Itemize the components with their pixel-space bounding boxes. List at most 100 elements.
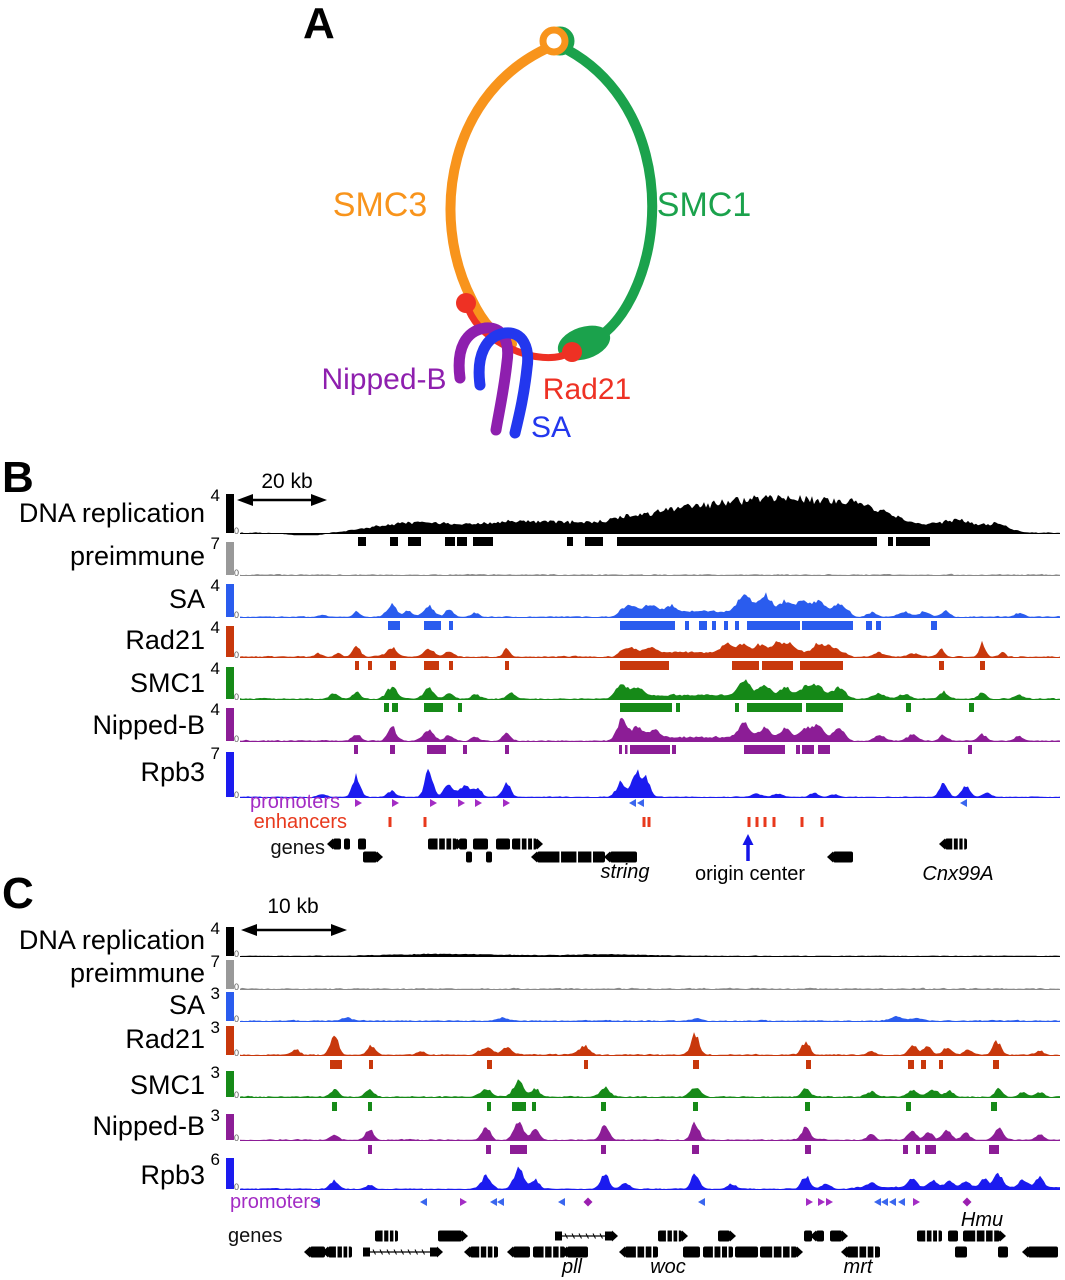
enhancer-tick-icon bbox=[747, 817, 751, 827]
panel-b-track-scale-value-rad21: 4 bbox=[210, 618, 220, 637]
panel-b-scale-arrow-icon bbox=[237, 494, 327, 506]
panel-b-preimmune-signal bbox=[240, 573, 1060, 576]
enhancer-tick-icon bbox=[800, 817, 804, 827]
panel-c-track-zero-nipped-b: 0 bbox=[234, 1133, 240, 1143]
enhancer-tick-icon bbox=[763, 817, 767, 827]
panel-c-track-dna-replication bbox=[226, 927, 1060, 957]
panel-b-track-label-sa: SA bbox=[168, 584, 205, 614]
panel-b-dna-replication-binding-blocks bbox=[358, 537, 930, 546]
promoter-left-arrow-icon bbox=[629, 799, 636, 807]
panel-b-track-label-preimmune: preimmune bbox=[69, 541, 205, 571]
panel-c-dna-replication-signal bbox=[240, 953, 1060, 957]
panel-c-feature-label-pll: pll bbox=[561, 1256, 583, 1278]
panel-b-rpb3-signal bbox=[240, 768, 1060, 798]
cohesin-ring-diagram: SMC3 SMC1 Nipped-B Rad21 SA bbox=[321, 26, 751, 444]
enhancer-tick-icon bbox=[755, 817, 759, 827]
promoter-left-arrow-icon bbox=[874, 1198, 881, 1206]
panel-c-scale-arrow-icon bbox=[241, 924, 347, 936]
panel-b-track-scale-value-preimmune: 7 bbox=[210, 534, 220, 553]
promoter-right-arrow-icon bbox=[503, 799, 510, 807]
panel-c-nipped-b-binding-blocks bbox=[368, 1145, 999, 1154]
panel-c-feature-label-mrt: mrt bbox=[843, 1256, 873, 1278]
promoter-left-arrow-icon bbox=[420, 1198, 427, 1206]
promoter-diamond-icon bbox=[583, 1197, 593, 1207]
panel-b-track-label-nipped-b: Nipped-B bbox=[92, 710, 205, 740]
smc1-arm bbox=[555, 41, 658, 349]
panel-c-scalebar-label: 10 kb bbox=[267, 895, 319, 918]
promoter-right-arrow-icon bbox=[458, 799, 465, 807]
panel-c-dna-replication-scale-bar-icon bbox=[226, 927, 234, 956]
panel-b-track-nipped-b bbox=[226, 708, 1060, 754]
panel-c-track-scale-value-nipped-b: 3 bbox=[210, 1106, 220, 1125]
panel-c-track-scale-value-dna-replication: 4 bbox=[210, 919, 220, 938]
panel-c-track-zero-sa: 0 bbox=[234, 1014, 240, 1024]
promoter-left-arrow-icon bbox=[698, 1198, 705, 1206]
rad21-label: Rad21 bbox=[543, 373, 631, 406]
promoter-right-arrow-icon bbox=[460, 1198, 467, 1206]
panel-b-track-zero-nipped-b: 0 bbox=[234, 734, 240, 744]
promoter-right-arrow-icon bbox=[826, 1198, 833, 1206]
sa-hook bbox=[473, 327, 534, 439]
panel-b-dna-replication-scale-bar-icon bbox=[226, 494, 234, 533]
promoter-left-arrow-icon bbox=[558, 1198, 565, 1206]
panel-c-nipped-b-scale-bar-icon bbox=[226, 1114, 234, 1140]
panel-c-track-rpb3 bbox=[226, 1158, 1060, 1190]
panel-c-track-preimmune bbox=[226, 960, 1060, 990]
panel-c-track-label-rad21: Rad21 bbox=[125, 1024, 205, 1054]
panel-b-track-smc1 bbox=[226, 667, 1060, 712]
enhancer-tick-icon bbox=[642, 817, 646, 827]
promoter-left-arrow-icon bbox=[497, 1198, 504, 1206]
promoter-right-arrow-icon bbox=[392, 799, 399, 807]
panel-c-track-label-nipped-b: Nipped-B bbox=[92, 1111, 205, 1141]
panel-c-rad21-scale-bar-icon bbox=[226, 1026, 234, 1055]
panel-c-sa-signal bbox=[240, 1015, 1060, 1022]
panel-b-promoter-marks bbox=[355, 799, 967, 807]
panel-b-enhancer-marks bbox=[388, 817, 824, 827]
panel-c-label: C bbox=[2, 869, 34, 918]
hinge-ring-orange bbox=[539, 26, 569, 56]
panel-b-track-zero-preimmune: 0 bbox=[234, 568, 240, 578]
panel-c-rpb3-signal bbox=[240, 1166, 1060, 1190]
rad21-end-right bbox=[562, 342, 582, 362]
promoter-right-arrow-icon bbox=[806, 1198, 813, 1206]
enhancer-tick-icon bbox=[647, 817, 651, 827]
panel-b-track-scale-value-smc1: 4 bbox=[210, 659, 220, 678]
panel-b-origin-center-arrow-icon bbox=[742, 834, 754, 861]
panel-b-track-sa bbox=[226, 584, 1060, 630]
panel-b-track-zero-sa: 0 bbox=[234, 610, 240, 620]
panel-c-smc1-signal bbox=[240, 1079, 1060, 1098]
panel-b-nipped-b-scale-bar-icon bbox=[226, 708, 234, 741]
panel-b-track-label-rpb3: Rpb3 bbox=[140, 757, 205, 787]
panel-b-smc1-signal bbox=[240, 679, 1060, 700]
promoter-left-arrow-icon bbox=[313, 1198, 320, 1206]
panel-c-track-scale-value-rad21: 3 bbox=[210, 1018, 220, 1037]
panel-c-sa-scale-bar-icon bbox=[226, 992, 234, 1021]
panel-c-track-rad21 bbox=[226, 1026, 1060, 1069]
panel-b-track-label-dna-replication: DNA replication bbox=[18, 498, 205, 528]
smc1-label: SMC1 bbox=[657, 186, 751, 224]
panel-c-track-label-smc1: SMC1 bbox=[129, 1070, 205, 1100]
promoter-left-arrow-icon bbox=[898, 1198, 905, 1206]
panel-b-track-scale-value-rpb3: 7 bbox=[210, 744, 220, 763]
panel-c-feature-label-hmu: Hmu bbox=[960, 1209, 1004, 1231]
panel-c-track-scale-value-rpb3: 6 bbox=[210, 1150, 220, 1169]
panel-c-track-scale-value-preimmune: 7 bbox=[210, 952, 220, 971]
panel-b-smc1-binding-blocks bbox=[384, 703, 974, 712]
promoter-left-arrow-icon bbox=[889, 1198, 896, 1206]
panel-c-promoter-marks bbox=[313, 1197, 972, 1207]
promoter-right-arrow-icon bbox=[355, 799, 362, 807]
promoter-left-arrow-icon bbox=[881, 1198, 888, 1206]
panel-b-track-dna-replication bbox=[226, 494, 1060, 546]
panel-b-track-scale-value-sa: 4 bbox=[210, 576, 220, 595]
panel-b-track-zero-dna-replication: 0 bbox=[234, 526, 240, 536]
panel-b-feature-label-origin-center: origin center bbox=[694, 863, 806, 885]
panel-c-track-zero-smc1: 0 bbox=[234, 1090, 240, 1100]
panel-c-track-label-sa: SA bbox=[168, 990, 205, 1020]
panel-b-enhancers-label: enhancers bbox=[253, 811, 347, 833]
panel-c-gene-models bbox=[304, 1230, 1058, 1258]
panel-c-preimmune-signal bbox=[240, 987, 1060, 990]
panel-c-track-nipped-b bbox=[226, 1114, 1060, 1154]
panel-b-rad21-binding-blocks bbox=[355, 661, 985, 670]
